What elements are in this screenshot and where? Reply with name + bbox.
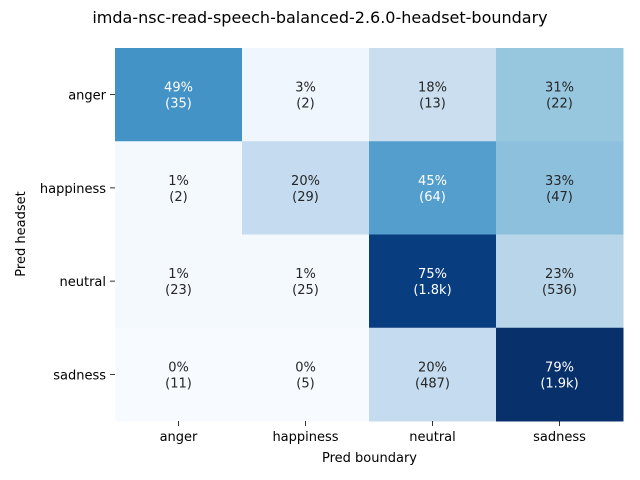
heatmap-cell bbox=[496, 234, 624, 329]
y-tick-label: neutral bbox=[60, 275, 107, 290]
cell-percent-label: 20% bbox=[291, 174, 320, 189]
cell-percent-label: 45% bbox=[418, 174, 447, 189]
cell-count-label: (2) bbox=[169, 190, 187, 205]
y-axis-ticks: anger happiness neutral sadness bbox=[40, 89, 115, 383]
x-tick-label: neutral bbox=[409, 430, 456, 445]
cell-count-label: (536) bbox=[542, 283, 577, 298]
cell-count-label: (1.8k) bbox=[413, 283, 451, 298]
cell-percent-label: 3% bbox=[295, 81, 316, 96]
x-axis-label: Pred boundary bbox=[322, 451, 417, 466]
chart-title: imda-nsc-read-speech-balanced-2.6.0-head… bbox=[92, 8, 547, 27]
cell-percent-label: 0% bbox=[295, 360, 316, 375]
cell-percent-label: 33% bbox=[545, 174, 574, 189]
heatmap-cells: 49%(35)3%(2)18%(13)31%(22)1%(2)20%(29)45… bbox=[115, 48, 624, 422]
cell-percent-label: 18% bbox=[418, 81, 447, 96]
x-tick-label: anger bbox=[160, 430, 198, 445]
cell-percent-label: 23% bbox=[545, 267, 574, 282]
heatmap-cell bbox=[242, 234, 370, 329]
cell-count-label: (487) bbox=[415, 376, 450, 391]
heatmap-cell bbox=[115, 48, 243, 142]
heatmap-cell bbox=[242, 48, 370, 142]
y-tick-label: sadness bbox=[53, 368, 106, 383]
cell-percent-label: 1% bbox=[295, 267, 316, 282]
cell-count-label: (1.9k) bbox=[540, 376, 578, 391]
heatmap-cell bbox=[496, 48, 624, 142]
cell-count-label: (5) bbox=[296, 376, 314, 391]
heatmap-cell bbox=[115, 327, 243, 422]
cell-percent-label: 20% bbox=[418, 360, 447, 375]
heatmap-cell bbox=[242, 327, 370, 422]
heatmap-cell bbox=[369, 234, 497, 329]
cell-count-label: (2) bbox=[296, 97, 314, 112]
cell-count-label: (25) bbox=[292, 283, 319, 298]
cell-percent-label: 1% bbox=[168, 267, 189, 282]
cell-count-label: (29) bbox=[292, 190, 319, 205]
cell-count-label: (47) bbox=[546, 190, 573, 205]
heatmap-cell bbox=[496, 327, 624, 422]
cell-count-label: (35) bbox=[165, 97, 192, 112]
cell-percent-label: 31% bbox=[545, 81, 574, 96]
cell-count-label: (11) bbox=[165, 376, 192, 391]
cell-percent-label: 1% bbox=[168, 174, 189, 189]
heatmap-cell bbox=[115, 234, 243, 329]
heatmap-cell bbox=[496, 141, 624, 235]
heatmap-cell bbox=[242, 141, 370, 235]
y-tick-label: anger bbox=[68, 89, 106, 104]
heatmap-cell bbox=[115, 141, 243, 235]
cell-count-label: (64) bbox=[419, 190, 446, 205]
cell-count-label: (22) bbox=[546, 97, 573, 112]
heatmap-cell bbox=[369, 48, 497, 142]
cell-percent-label: 75% bbox=[418, 267, 447, 282]
heatmap-cell bbox=[369, 141, 497, 235]
x-axis-ticks: anger happiness neutral sadness bbox=[160, 421, 586, 445]
x-tick-label: happiness bbox=[272, 430, 338, 445]
cell-count-label: (13) bbox=[419, 97, 446, 112]
y-tick-label: happiness bbox=[40, 182, 106, 197]
cell-count-label: (23) bbox=[165, 283, 192, 298]
heatmap-cell bbox=[369, 327, 497, 422]
x-tick-label: sadness bbox=[533, 430, 586, 445]
y-axis-label: Pred headset bbox=[14, 191, 29, 276]
cell-percent-label: 79% bbox=[545, 360, 574, 375]
cell-percent-label: 0% bbox=[168, 360, 189, 375]
cell-percent-label: 49% bbox=[164, 81, 193, 96]
